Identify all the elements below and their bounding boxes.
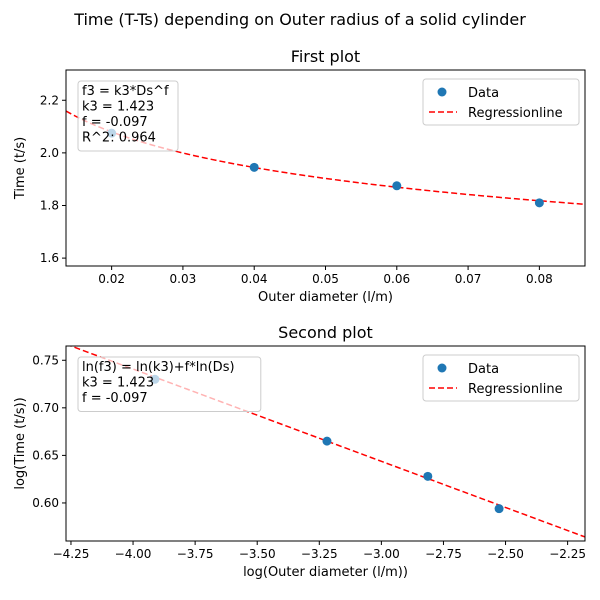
y-tick-label: 1.6 bbox=[40, 251, 59, 265]
data-point bbox=[534, 198, 544, 208]
y-tick-label: 2.2 bbox=[40, 93, 59, 107]
annotation-line: f3 = k3*Ds^f bbox=[82, 84, 169, 99]
x-axis-label: Outer diameter (l/m) bbox=[258, 290, 393, 305]
legend-marker-data bbox=[437, 87, 447, 97]
legend-box bbox=[422, 78, 580, 126]
annotation-line: R^2: 0.964 bbox=[82, 131, 156, 146]
legend-label-data: Data bbox=[468, 86, 499, 101]
annotation-line: k3 = 1.423 bbox=[82, 100, 154, 115]
annotation-box bbox=[77, 80, 179, 152]
axes-frame bbox=[65, 69, 586, 267]
y-axis-label: Time (t/s) bbox=[13, 137, 28, 200]
x-tick-label: 0.02 bbox=[98, 272, 125, 286]
x-tick-label: 0.06 bbox=[383, 272, 410, 286]
figure-title: Time (T-Ts) depending on Outer radius of… bbox=[74, 10, 526, 29]
annotation-line: f = -0.097 bbox=[82, 115, 148, 130]
x-tick-label: 0.07 bbox=[455, 272, 482, 286]
y-tick-label: 2.0 bbox=[40, 146, 59, 160]
x-tick-label: 0.04 bbox=[241, 272, 268, 286]
x-tick-label: 0.05 bbox=[312, 272, 339, 286]
legend-label-regression: Regressionline bbox=[468, 106, 563, 121]
x-tick-label: 0.03 bbox=[170, 272, 197, 286]
y-tick-label: 1.8 bbox=[40, 198, 59, 212]
plot-title: First plot bbox=[291, 47, 360, 66]
data-point bbox=[249, 162, 259, 172]
data-point bbox=[392, 181, 402, 191]
x-tick-label: 0.08 bbox=[526, 272, 553, 286]
